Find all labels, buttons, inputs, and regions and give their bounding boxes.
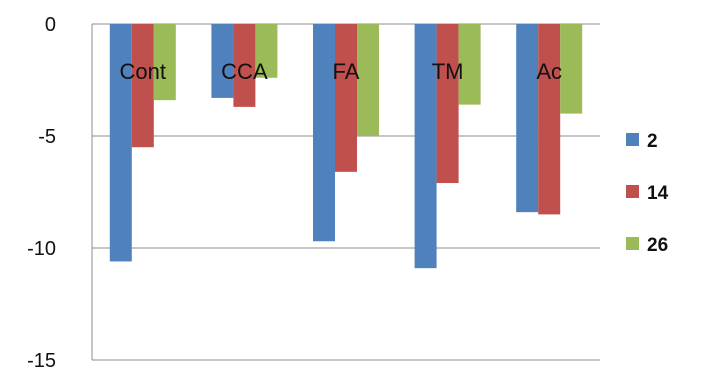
y-tick-label: 0 — [45, 14, 56, 36]
bar-ac-series-14 — [538, 24, 561, 215]
y-tick-label: -10 — [27, 238, 56, 260]
legend: 2 14 26 — [626, 131, 669, 256]
bar-tm-series-2 — [414, 24, 437, 269]
bar-cca-series-26 — [255, 24, 278, 78]
legend-label: 26 — [647, 235, 668, 256]
bar-tm-series-26 — [458, 24, 481, 105]
bar-ac-series-26 — [560, 24, 583, 114]
legend-swatch — [626, 133, 639, 146]
category-label: FA — [333, 59, 360, 84]
legend-swatch — [626, 185, 639, 198]
bar-tm-series-14 — [436, 24, 459, 184]
bar-cca-series-2 — [211, 24, 234, 98]
bar-cont-series-14 — [131, 24, 154, 148]
bar-cca-series-14 — [233, 24, 256, 107]
y-axis-ticks: 0 -5 -10 -15 — [27, 14, 56, 372]
bar-cont-series-2 — [109, 24, 132, 262]
bar-fa-series-26 — [357, 24, 379, 136]
bar-fa-series-14 — [335, 24, 357, 172]
y-tick-label: -5 — [38, 126, 56, 148]
legend-label: 2 — [647, 131, 658, 152]
category-label: TM — [432, 59, 464, 84]
category-label: Ac — [536, 59, 562, 84]
legend-swatch — [626, 237, 639, 250]
category-labels: Cont CCA FA TM Ac — [120, 59, 562, 84]
bar-fa-series-2 — [313, 24, 335, 242]
category-label: CCA — [221, 59, 268, 84]
legend-label: 14 — [647, 183, 669, 204]
bar-cont-series-26 — [153, 24, 176, 101]
y-tick-label: -15 — [27, 350, 56, 372]
bar-ac-series-2 — [516, 24, 539, 213]
category-label: Cont — [120, 59, 166, 84]
bars — [109, 24, 583, 269]
